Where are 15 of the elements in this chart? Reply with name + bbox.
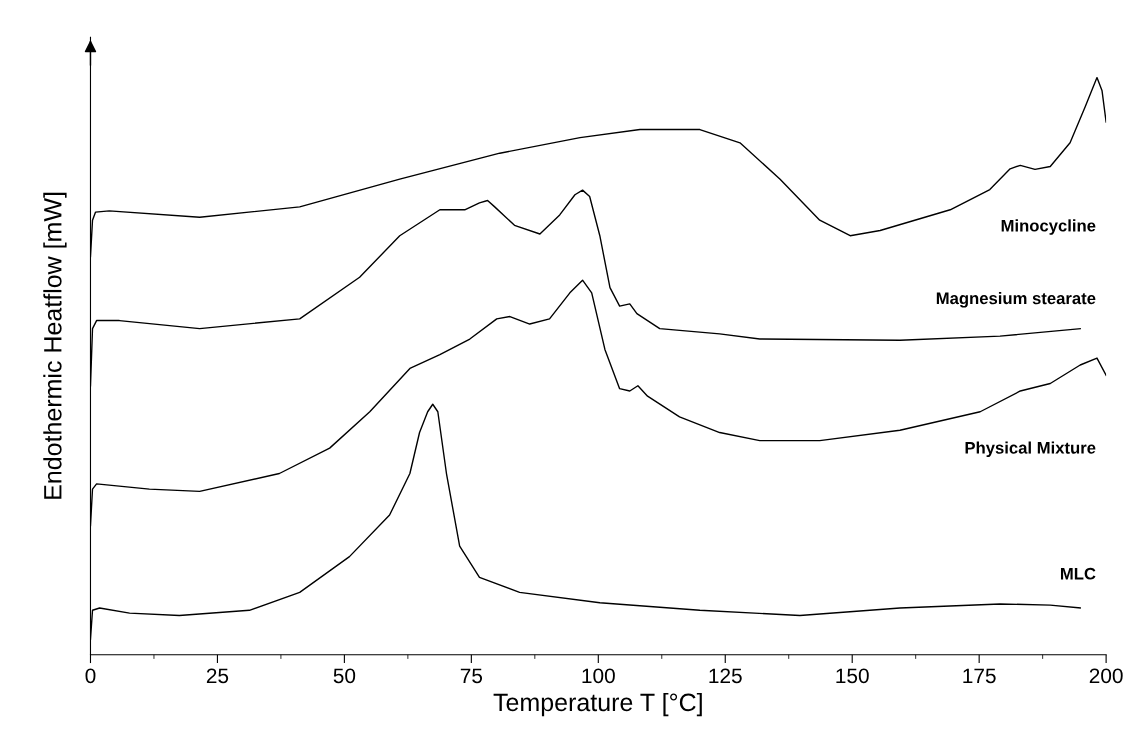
series-label: Minocycline bbox=[1001, 219, 1096, 235]
x-tick-label: 200 bbox=[1089, 668, 1123, 684]
y-axis-title: Endothermic Heatflow [mW] bbox=[43, 192, 67, 499]
x-tick-label: 25 bbox=[206, 668, 229, 684]
x-tick-label: 150 bbox=[836, 668, 869, 684]
x-tick-label: 0 bbox=[85, 668, 96, 684]
series-label: MLC bbox=[1060, 567, 1096, 580]
x-tick-label: 100 bbox=[582, 668, 615, 684]
x-tick-label: 75 bbox=[460, 668, 483, 684]
x-tick-label: 125 bbox=[709, 668, 742, 684]
series-label: Physical Mixture bbox=[965, 441, 1096, 458]
x-axis-title: Temperature T [°C] bbox=[493, 692, 702, 717]
x-tick-label: 175 bbox=[963, 668, 996, 684]
x-tick-label: 50 bbox=[333, 668, 356, 684]
series-label: Magnesium stearate bbox=[936, 291, 1096, 308]
